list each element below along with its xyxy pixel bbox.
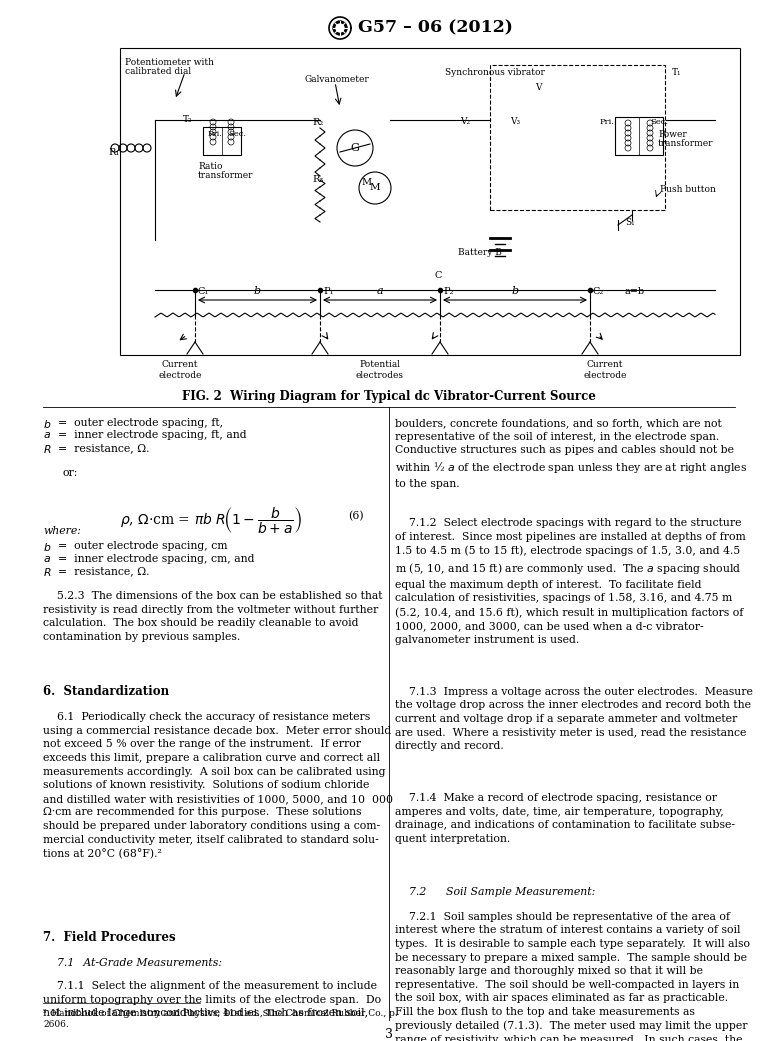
Text: transformer: transformer bbox=[658, 139, 713, 148]
Text: Current
electrode: Current electrode bbox=[158, 360, 202, 380]
Text: Ratio: Ratio bbox=[198, 162, 223, 171]
Text: R₃: R₃ bbox=[312, 175, 323, 184]
Text: 7.2        Soil Sample Measurement:: 7.2 Soil Sample Measurement: bbox=[395, 887, 595, 896]
Bar bbox=[120, 48, 740, 355]
Text: =  inner electrode spacing, cm, and: = inner electrode spacing, cm, and bbox=[58, 554, 254, 563]
Text: 7.1.3  Impress a voltage across the outer electrodes.  Measure
the voltage drop : 7.1.3 Impress a voltage across the outer… bbox=[395, 687, 753, 752]
Text: $R$: $R$ bbox=[43, 443, 51, 455]
Text: M: M bbox=[370, 183, 380, 193]
Bar bbox=[615, 117, 663, 155]
Text: Potential
electrodes: Potential electrodes bbox=[356, 360, 404, 380]
Text: T₂: T₂ bbox=[183, 115, 193, 124]
Bar bbox=[490, 65, 665, 210]
Text: 7.1.1  Select the alignment of the measurement to include
uniform topography ove: 7.1.1 Select the alignment of the measur… bbox=[43, 981, 381, 1018]
Text: =  resistance, Ω.: = resistance, Ω. bbox=[58, 566, 149, 576]
Circle shape bbox=[333, 21, 347, 35]
Text: $a$: $a$ bbox=[43, 431, 51, 440]
Text: P₂: P₂ bbox=[443, 287, 454, 296]
Text: Pri.: Pri. bbox=[600, 118, 615, 126]
Text: Pri.: Pri. bbox=[208, 130, 223, 138]
Text: S₁: S₁ bbox=[625, 218, 635, 227]
Text: 3: 3 bbox=[385, 1029, 393, 1041]
Text: (6): (6) bbox=[348, 510, 363, 520]
Text: Sec.: Sec. bbox=[650, 118, 668, 126]
Text: R₂: R₂ bbox=[312, 118, 323, 127]
Text: b: b bbox=[254, 286, 261, 296]
Text: G: G bbox=[351, 143, 359, 153]
Text: V₂: V₂ bbox=[460, 117, 470, 126]
Bar bbox=[203, 127, 241, 155]
Text: boulders, concrete foundations, and so forth, which are not
representative of th: boulders, concrete foundations, and so f… bbox=[395, 418, 747, 489]
Text: $b$: $b$ bbox=[43, 541, 51, 553]
Text: 6.  Standardization: 6. Standardization bbox=[43, 685, 169, 697]
Text: Current
electrode: Current electrode bbox=[584, 360, 627, 380]
Text: $b$: $b$ bbox=[43, 418, 51, 430]
Text: 6.1  Periodically check the accuracy of resistance meters
using a commercial res: 6.1 Periodically check the accuracy of r… bbox=[43, 712, 393, 859]
Text: calibrated dial: calibrated dial bbox=[125, 67, 191, 76]
Text: b: b bbox=[511, 286, 519, 296]
Text: a: a bbox=[377, 286, 384, 296]
Text: G57 – 06 (2012): G57 – 06 (2012) bbox=[358, 20, 513, 36]
Text: Sec.: Sec. bbox=[228, 130, 246, 138]
Text: 7.2.1  Soil samples should be representative of the area of
interest where the s: 7.2.1 Soil samples should be representat… bbox=[395, 912, 750, 1041]
Text: 5.2.3  The dimensions of the box can be established so that
resistivity is read : 5.2.3 The dimensions of the box can be e… bbox=[43, 591, 383, 642]
Text: R₁: R₁ bbox=[108, 148, 119, 157]
Text: V: V bbox=[535, 83, 541, 92]
Text: $\rho$, $\Omega{\cdot}$cm = $\pi b\ R\!\left(1-\dfrac{b}{b+a}\right)$: $\rho$, $\Omega{\cdot}$cm = $\pi b\ R\!\… bbox=[120, 506, 302, 536]
Text: ²  Handbook of Chemistry and Physics, 41st ed., The Chemical Rubber Co., p.
2606: ² Handbook of Chemistry and Physics, 41s… bbox=[43, 1009, 398, 1030]
Text: or:: or: bbox=[63, 468, 79, 478]
Text: a=b: a=b bbox=[625, 287, 645, 296]
Text: Galvanometer: Galvanometer bbox=[305, 75, 370, 84]
Text: V₃: V₃ bbox=[510, 117, 520, 126]
Text: 7.1.4  Make a record of electrode spacing, resistance or
amperes and volts, date: 7.1.4 Make a record of electrode spacing… bbox=[395, 793, 735, 844]
Text: transformer: transformer bbox=[198, 171, 254, 180]
Text: T₁: T₁ bbox=[672, 68, 682, 77]
Text: Battery B: Battery B bbox=[458, 248, 502, 257]
Circle shape bbox=[336, 24, 344, 32]
Text: C: C bbox=[434, 271, 442, 279]
Text: 7.1   At-Grade Measurements:: 7.1 At-Grade Measurements: bbox=[43, 959, 222, 968]
Text: $a$: $a$ bbox=[43, 554, 51, 563]
Text: where:: where: bbox=[43, 526, 81, 535]
Text: M: M bbox=[361, 178, 371, 187]
Text: 7.1.2  Select electrode spacings with regard to the structure
of interest.  Sinc: 7.1.2 Select electrode spacings with reg… bbox=[395, 518, 746, 644]
Text: C₁: C₁ bbox=[198, 287, 209, 296]
Text: =  resistance, Ω.: = resistance, Ω. bbox=[58, 443, 149, 453]
Text: =  inner electrode spacing, ft, and: = inner electrode spacing, ft, and bbox=[58, 431, 247, 440]
Text: Power: Power bbox=[658, 130, 687, 139]
Text: =  outer electrode spacing, cm: = outer electrode spacing, cm bbox=[58, 541, 227, 551]
Text: Synchronous vibrator: Synchronous vibrator bbox=[445, 68, 545, 77]
Text: =  outer electrode spacing, ft,: = outer electrode spacing, ft, bbox=[58, 418, 223, 428]
Text: P₁: P₁ bbox=[323, 287, 334, 296]
Text: C₂: C₂ bbox=[593, 287, 605, 296]
Text: Push button: Push button bbox=[660, 185, 716, 194]
Text: 7.  Field Procedures: 7. Field Procedures bbox=[43, 931, 176, 944]
Text: FIG. 2  Wiring Diagram for Typical dc Vibrator-Current Source: FIG. 2 Wiring Diagram for Typical dc Vib… bbox=[182, 390, 596, 403]
Text: Potentiometer with: Potentiometer with bbox=[125, 58, 214, 67]
Text: $R$: $R$ bbox=[43, 566, 51, 578]
